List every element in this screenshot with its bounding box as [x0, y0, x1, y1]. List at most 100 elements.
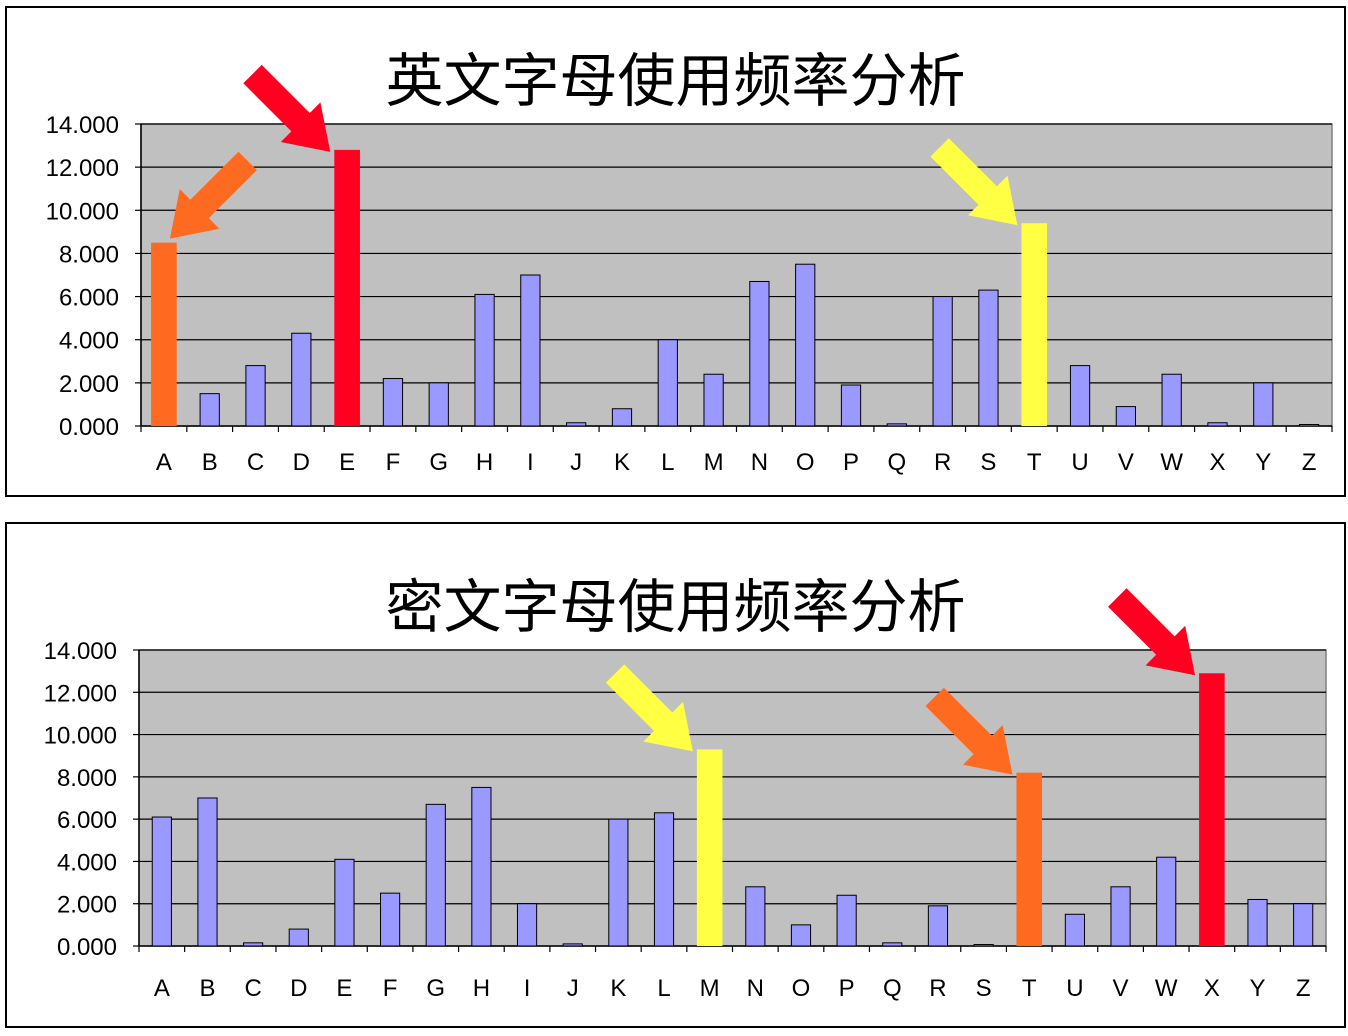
y-tick-label: 10.000: [46, 198, 119, 225]
x-tick-label: U: [1071, 449, 1088, 476]
bar-U: [1064, 913, 1085, 947]
x-tick-label: D: [293, 449, 310, 476]
x-tick-label: C: [244, 975, 261, 1002]
y-tick-label: 14.000: [46, 112, 119, 139]
y-tick-label: 6.000: [59, 285, 119, 312]
bar-B: [197, 797, 218, 947]
chart-title: 密文字母使用频率分析: [385, 573, 966, 641]
x-tick-label: W: [1160, 449, 1183, 476]
x-tick-label: Y: [1250, 975, 1266, 1002]
y-tick-label: 2.000: [57, 892, 117, 919]
bar-R: [932, 296, 953, 427]
chart-panel-plaintext: 英文字母使用频率分析 0.000 2.000 4.000 6.000 8.000 10.0…: [5, 6, 1346, 497]
x-tick-label: F: [383, 975, 398, 1002]
bar-M: [696, 749, 723, 946]
x-tick-label: F: [386, 449, 401, 476]
x-tick-label: E: [336, 975, 352, 1002]
x-tick-label: J: [567, 975, 579, 1002]
bar-S: [973, 944, 994, 947]
y-tick-label: 8.000: [59, 241, 119, 268]
x-tick-label: J: [570, 449, 582, 476]
y-tick-label: 12.000: [44, 680, 117, 707]
x-tick-label: W: [1155, 975, 1178, 1002]
bar-E: [334, 858, 355, 947]
x-tick-label: Z: [1302, 449, 1317, 476]
bar-L: [653, 812, 675, 947]
x-tick-label: K: [614, 449, 630, 476]
bar-Z: [1293, 903, 1314, 947]
x-tick-label: D: [290, 975, 307, 1002]
y-tick-label: 8.000: [57, 765, 117, 792]
bar-W: [1161, 373, 1182, 427]
x-tick-label: I: [524, 975, 531, 1002]
y-tick-label: 2.000: [59, 371, 119, 398]
x-tick-label: O: [792, 975, 811, 1002]
bar-R: [927, 905, 949, 947]
bar-T: [1021, 223, 1048, 426]
bar-H: [474, 293, 495, 427]
x-tick-label: T: [1022, 975, 1037, 1002]
bar-B: [199, 393, 220, 427]
x-tick-label: A: [154, 975, 170, 1002]
x-tick-label: B: [199, 975, 215, 1002]
x-tick-label: H: [473, 975, 490, 1002]
x-tick-label: P: [843, 449, 859, 476]
y-tick-label: 0.000: [57, 934, 117, 961]
x-tick-label: L: [657, 975, 670, 1002]
chart-title: 英文字母使用频率分析: [385, 47, 966, 115]
x-tick-label: U: [1066, 975, 1083, 1002]
y-tick-label: 4.000: [57, 849, 117, 876]
bar-I: [520, 274, 541, 427]
bar-X: [1207, 422, 1228, 427]
bar-A: [151, 816, 172, 947]
x-tick-label: M: [704, 449, 724, 476]
bar-C: [243, 942, 264, 947]
x-tick-label: V: [1113, 975, 1129, 1002]
bar-N: [745, 886, 766, 947]
bar-Q: [886, 423, 907, 427]
plot-area: [138, 649, 1327, 947]
x-tick-label: Y: [1255, 449, 1271, 476]
bar-K: [611, 408, 633, 427]
x-tick-label: S: [976, 975, 992, 1002]
x-tick-label: M: [700, 975, 720, 1002]
bar-W: [1156, 856, 1177, 947]
x-tick-label: A: [156, 449, 172, 476]
bar-A: [151, 242, 177, 426]
bar-V: [1110, 886, 1131, 947]
chart-panel-ciphertext: 密文字母使用频率分析 0.000 2.000 4.000 6.000 8.000 10.0…: [5, 522, 1346, 1028]
bar-L: [657, 339, 678, 427]
x-tick-label: N: [747, 975, 764, 1002]
bar-U: [1069, 365, 1091, 427]
bar-C: [245, 365, 266, 427]
bar-chart-ciphertext: 0.000 2.000 4.000 6.000 8.000 10.000 12.000 14.…: [44, 588, 1327, 1002]
x-tick-label: T: [1027, 449, 1042, 476]
x-tick-label: R: [934, 449, 951, 476]
bar-M: [703, 373, 724, 427]
plot-area: [140, 123, 1333, 427]
x-tick-label: L: [661, 449, 674, 476]
x-tick-label: Q: [883, 975, 902, 1002]
x-tick-label: I: [527, 449, 534, 476]
bar-Z: [1298, 423, 1320, 427]
x-tick-label: N: [751, 449, 768, 476]
highlight-arrow-X: [1108, 588, 1196, 676]
bar-D: [291, 332, 312, 427]
x-tick-label: G: [429, 449, 448, 476]
bar-J: [566, 422, 587, 427]
bar-chart-plaintext: 0.000 2.000 4.000 6.000 8.000 10.000 12.000 14.…: [46, 64, 1333, 476]
bar-O: [795, 263, 816, 427]
bar-X: [1199, 673, 1225, 946]
bar-P: [840, 384, 862, 427]
bar-Q: [882, 942, 903, 947]
bar-I: [516, 903, 538, 947]
highlight-arrow-A: [169, 151, 257, 239]
bar-Y: [1253, 382, 1274, 427]
bar-F: [380, 892, 401, 947]
highlight-arrow-T: [925, 687, 1013, 775]
bar-T: [1016, 772, 1043, 946]
y-tick-label: 0.000: [59, 414, 119, 441]
x-tick-label: B: [202, 449, 218, 476]
bar-G: [428, 382, 449, 427]
y-tick-label: 14.000: [44, 638, 117, 665]
